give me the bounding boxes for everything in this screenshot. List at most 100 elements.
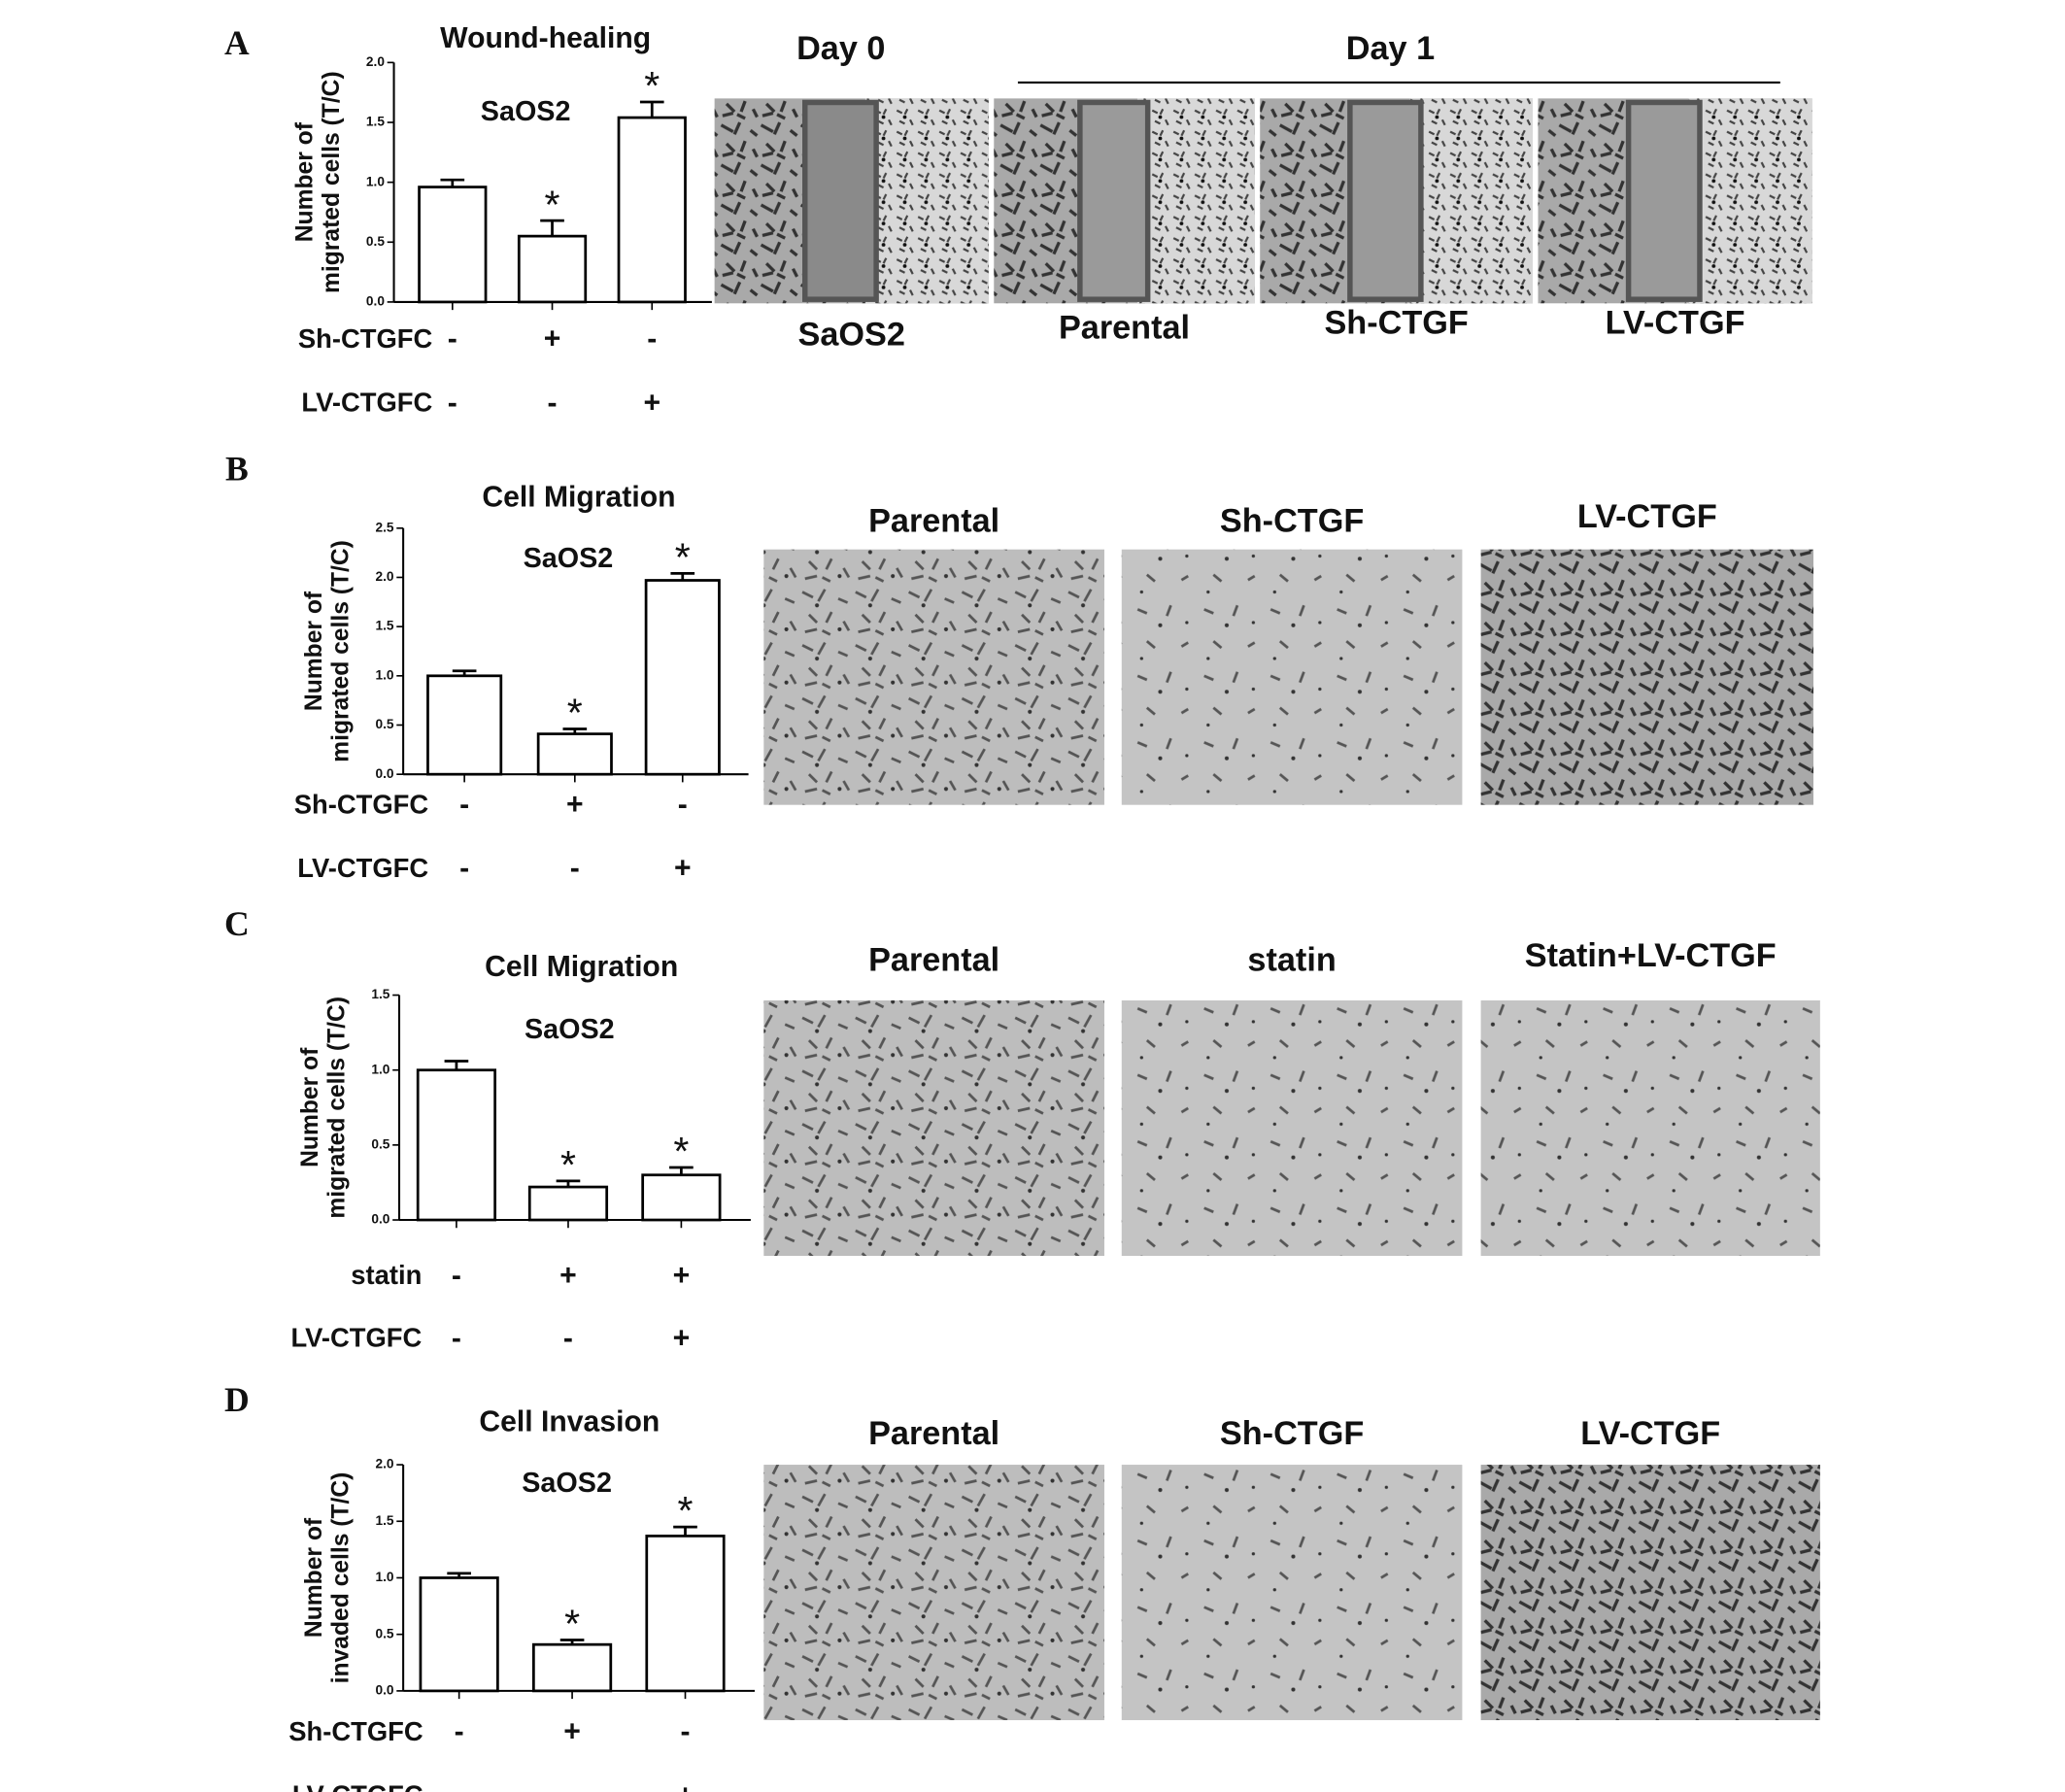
y-tick-label: 1.0 [376,667,394,682]
chart-title: Cell Migration [485,951,678,983]
y-axis-label: migrated cells (T/C) [328,540,355,762]
image-label: LV-CTGF [1606,304,1745,341]
panel-letter: A [224,23,250,62]
significance-mark: * [560,1142,576,1187]
condition-sign: - [459,853,469,885]
chart-subtitle: SaOS2 [525,1014,615,1045]
micrograph-right [1409,98,1534,304]
y-tick-label: 1.0 [366,174,385,188]
micrograph-right [1688,98,1812,304]
y-tick-label: 1.0 [376,1570,394,1584]
significance-mark: * [644,63,660,108]
bar [418,186,488,304]
image-header: Day 0 [796,30,885,67]
y-axis-label: migrated cells (T/C) [319,71,345,293]
micrograph-right [1136,98,1255,304]
wound-gap [802,99,879,302]
y-axis-label: Number of [301,1517,327,1638]
bar [527,1185,609,1222]
y-tick-label: 0.5 [376,1626,394,1640]
image-label: LV-CTGF [1577,498,1717,535]
micrograph [1480,549,1814,805]
condition-sign: + [563,1716,581,1748]
y-axis-label: Number of [297,1047,323,1167]
image-label: Parental [1059,310,1190,347]
chart-title: Cell Invasion [479,1406,660,1438]
micrograph [763,1465,1104,1721]
bar [419,1576,499,1693]
condition-sign: + [673,1260,691,1292]
chart-title: Wound-healing [440,22,651,54]
condition-sign: + [673,1322,691,1354]
y-tick-label: 1.5 [376,619,394,633]
micrograph [1480,1000,1820,1257]
condition-sign: - [680,1716,690,1748]
condition-sign: - [647,323,657,355]
condition-sign: + [566,789,584,821]
chart-subtitle: SaOS2 [524,543,614,574]
condition-sign: - [567,1779,577,1792]
significance-mark: * [678,1488,694,1533]
y-tick-label: 1.0 [371,1062,389,1076]
chart-subtitle: SaOS2 [481,96,571,127]
chart-subtitle: SaOS2 [522,1468,612,1499]
image-label: SaOS2 [798,317,905,354]
condition-sign: - [563,1322,573,1354]
condition-name: statin [351,1260,422,1290]
condition-sign: - [459,789,469,821]
y-tick-label: 2.5 [376,520,394,534]
y-tick-label: 0.5 [366,234,385,249]
condition-name: LV-CTGFC [292,1780,423,1792]
micrograph [1121,1465,1463,1721]
significance-mark: * [545,182,560,226]
y-axis-label: migrated cells (T/C) [324,997,351,1219]
wound-gap [1077,99,1151,302]
condition-sign: + [677,1779,694,1792]
image-label: Parental [868,941,999,978]
image-header: Day 1 [1346,30,1435,67]
y-tick-label: 1.5 [376,1513,394,1528]
image-label: Sh-CTGF [1220,502,1364,539]
wound-gap [1625,99,1703,302]
y-axis-label: invaded cells (T/C) [328,1472,355,1684]
bar [517,234,588,304]
panel-letter: B [225,449,249,488]
micrograph [763,549,1104,805]
significance-mark: * [564,1602,580,1646]
condition-name: Sh-CTGFC [294,789,429,819]
condition-sign: - [548,387,558,419]
image-label: Parental [868,1415,999,1452]
image-label: Parental [868,502,999,539]
condition-sign: + [559,1260,577,1292]
y-tick-label: 0.0 [366,294,385,309]
y-tick-label: 2.0 [376,569,394,584]
bar [645,1535,726,1693]
image-label: Sh-CTGF [1324,304,1468,341]
micrograph-right [864,98,989,304]
y-tick-label: 0.0 [371,1212,389,1227]
y-tick-label: 0.5 [371,1136,389,1151]
micrograph [1121,549,1463,805]
image-label: LV-CTGF [1580,1415,1720,1452]
condition-sign: + [544,323,561,355]
condition-sign: - [455,1716,464,1748]
condition-sign: + [674,853,692,885]
condition-name: Sh-CTGFC [288,1716,423,1746]
condition-sign: - [452,1260,461,1292]
significance-mark: * [675,535,691,580]
bar [536,732,613,776]
y-tick-label: 2.0 [376,1457,394,1471]
significance-mark: * [567,691,583,735]
bar [641,1173,722,1222]
micrograph [1480,1465,1820,1721]
bar [617,116,687,304]
condition-name: LV-CTGFC [290,1323,422,1353]
condition-name: LV-CTGFC [297,853,428,883]
condition-name: Sh-CTGFC [298,323,433,354]
image-label: Statin+LV-CTGF [1525,937,1777,974]
condition-sign: - [452,1322,461,1354]
condition-sign: - [570,853,580,885]
condition-sign: + [643,387,660,419]
condition-sign: - [678,789,688,821]
